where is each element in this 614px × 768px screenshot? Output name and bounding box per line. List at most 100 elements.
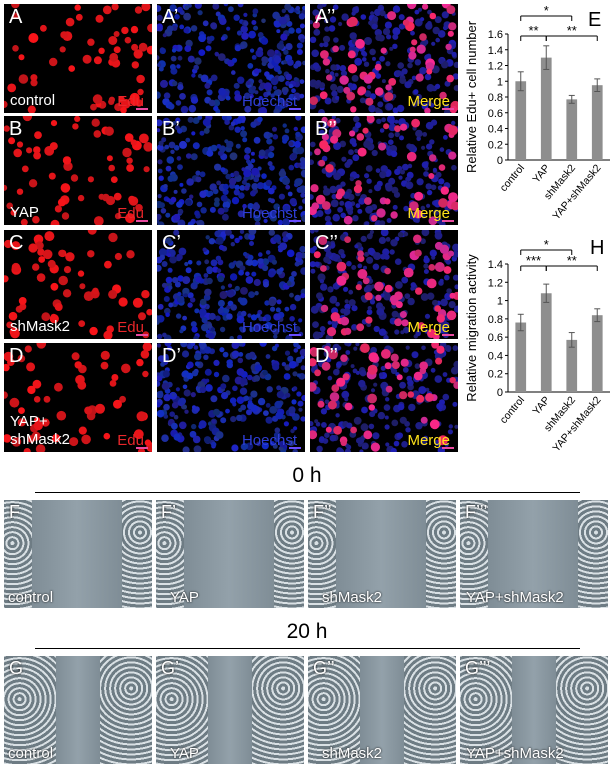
cell-monolayer-left [460, 500, 488, 608]
cell-monolayer-left [156, 656, 208, 764]
panel-hoechst-row-1: A’ Hoechst [157, 4, 305, 113]
panel-letter: A [9, 6, 23, 28]
stain-label: Hoechst [241, 432, 297, 449]
timepoint-divider-0h [35, 492, 580, 493]
y-tick-label: 0.8 [488, 92, 503, 104]
condition-label: YAP+shMask2 [466, 745, 564, 762]
panel-letter: G’’ [313, 658, 335, 678]
stain-label: Merge [407, 93, 450, 110]
x-category-label-2: YAP [530, 394, 552, 417]
condition-label: control [8, 745, 54, 762]
cell-monolayer-left [4, 656, 56, 764]
y-tick-label: 1.4 [488, 45, 503, 57]
scratch-panel-3: F’’ shMask2 [308, 500, 456, 608]
stain-label: Merge [407, 432, 450, 449]
condition-label: YAP [170, 589, 199, 606]
scratch-gap [184, 500, 274, 608]
stain-label: Hoechst [241, 319, 297, 336]
y-tick-label: 0.8 [488, 314, 503, 326]
y-tick-label: 1.2 [488, 277, 503, 289]
y-tick-label: 0.6 [488, 332, 503, 344]
cell-monolayer-right [122, 500, 152, 608]
y-tick-label: 0.2 [488, 139, 503, 151]
bar-4 [591, 315, 603, 392]
scratch-gap [336, 500, 426, 608]
panel-letter: F’’’ [465, 502, 488, 522]
micrograph-merge-row-2 [310, 116, 458, 225]
panel-letter: C’ [162, 232, 181, 254]
panel-letter: G’ [161, 658, 179, 678]
micrograph-edu-row-4 [4, 343, 152, 452]
panel-letter: B’ [162, 118, 180, 140]
micrograph-edu-row-3 [4, 230, 152, 339]
stain-label: Hoechst [241, 93, 297, 110]
scratch-panel-2: F’ YAP [156, 500, 304, 608]
scratch-panel-3: G’’ shMask2 [308, 656, 456, 764]
cell-monolayer-right [578, 500, 608, 608]
condition-label: control [8, 589, 54, 606]
bar-2 [540, 57, 552, 160]
condition-label: YAP [10, 204, 39, 221]
condition-label: YAP [170, 745, 199, 762]
y-tick-label: 1.2 [488, 61, 503, 73]
micrograph-hoechst-row-1 [157, 4, 305, 113]
micrograph-merge-row-4 [310, 343, 458, 452]
significance-label-3: ** [567, 23, 577, 38]
stain-label: Edu [117, 432, 144, 449]
cell-monolayer-right [252, 656, 304, 764]
condition-label: shMask2 [322, 745, 383, 762]
bar-1 [515, 81, 527, 160]
panel-edu-row-4: D Edu YAP+ shMask2 [4, 343, 152, 452]
panel-letter: D’’ [315, 345, 338, 367]
micrograph-hoechst-row-3 [157, 230, 305, 339]
timepoint-divider-20h [35, 648, 580, 649]
scale-bar [442, 108, 454, 110]
scale-bar [289, 220, 301, 222]
panel-letter: B [9, 118, 23, 140]
y-tick-label: 1.4 [488, 259, 503, 271]
cell-monolayer-right [426, 500, 456, 608]
scale-bar [442, 447, 454, 449]
micrograph-hoechst-row-2 [157, 116, 305, 225]
y-tick-label: 1.6 [488, 29, 503, 41]
significance-label-2: * [544, 4, 549, 18]
bar-3 [566, 99, 578, 160]
scale-bar [136, 447, 148, 449]
panel-letter: A’’ [315, 6, 336, 28]
scratch-panel-4: F’’’ YAP+shMask2 [460, 500, 608, 608]
panel-letter: G’’’ [465, 658, 491, 678]
y-tick-label: 1 [497, 296, 503, 308]
micrograph-merge-row-3 [310, 230, 458, 339]
panel-hoechst-row-3: C’ Hoechst [157, 230, 305, 339]
stain-label: Merge [407, 319, 450, 336]
cell-monolayer-left [4, 500, 32, 608]
cell-monolayer-left [156, 500, 184, 608]
scratch-gap [32, 500, 122, 608]
scale-bar [289, 108, 301, 110]
scratch-gap [360, 656, 404, 764]
chart-panel-letter: E [588, 9, 601, 31]
panel-letter: D [9, 345, 24, 367]
chart-edu-cell-number: E Relative Edu+ cell number 0 0.2 0.4 0.6 0.8 1… [464, 4, 610, 222]
panel-letter: C’’ [315, 232, 338, 254]
micrograph-edu-row-1 [4, 4, 152, 113]
panel-merge-row-1: A’’ Merge [310, 4, 458, 113]
panel-letter: F’’ [313, 502, 332, 522]
scale-bar [289, 447, 301, 449]
scratch-gap [56, 656, 100, 764]
scale-bar [136, 334, 148, 336]
condition-label: shMask2 [10, 318, 71, 335]
panel-merge-row-2: B’’ Merge [310, 116, 458, 225]
scratch-panel-2: G’ YAP [156, 656, 304, 764]
y-axis-label: Relative migration activity [464, 254, 479, 402]
condition-label: control [10, 92, 56, 109]
condition-label-line2: shMask2 [10, 431, 71, 448]
significance-label-1: *** [526, 253, 541, 268]
significance-label-3: ** [567, 253, 577, 268]
stain-label: Edu [117, 93, 144, 110]
y-tick-label: 1 [497, 76, 503, 88]
panel-letter: F’ [161, 502, 176, 522]
scratch-gap [208, 656, 252, 764]
scale-bar [136, 220, 148, 222]
